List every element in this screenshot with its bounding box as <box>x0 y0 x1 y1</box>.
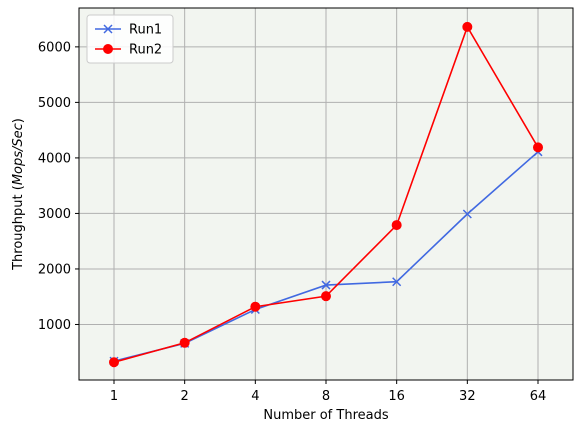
data-point <box>109 357 119 368</box>
y-tick-label: 2000 <box>38 262 71 277</box>
legend-label: Run2 <box>129 43 162 58</box>
data-point <box>179 337 190 348</box>
legend-entry: Run1 <box>95 23 162 38</box>
data-point <box>533 142 543 153</box>
y-tick-label: 6000 <box>38 40 71 55</box>
data-point <box>321 291 331 302</box>
x-tick-label: 16 <box>388 389 405 404</box>
legend: Run1 Run2 <box>86 14 174 64</box>
data-point <box>392 277 402 287</box>
y-tick-label: 1000 <box>38 318 71 333</box>
series-run2 <box>109 21 543 368</box>
y-tick-label: 4000 <box>38 151 71 166</box>
legend-label: Run1 <box>129 23 162 38</box>
x-axis-label: Number of Threads <box>263 408 388 423</box>
legend-entry: Run2 <box>95 43 162 58</box>
x-tick-label: 2 <box>181 389 189 404</box>
x-tick-label: 4 <box>251 389 259 404</box>
data-point <box>462 21 473 32</box>
x-tick-label: 64 <box>530 389 547 404</box>
y-axis: 1000 2000 3000 4000 5000 6000 <box>38 40 79 333</box>
data-point <box>391 220 402 231</box>
legend-marker <box>103 44 113 54</box>
y-axis-label-close: ) <box>11 118 26 123</box>
y-tick-label: 3000 <box>38 207 71 222</box>
data-point <box>321 280 331 290</box>
series-layer <box>109 21 543 368</box>
data-point <box>462 209 472 219</box>
legend-marker <box>103 24 113 34</box>
x-tick-label: 8 <box>322 389 330 404</box>
x-axis: 1 2 4 8 16 32 64 <box>110 380 546 404</box>
y-axis-label: Throughput (Mops/Sec) <box>11 118 26 271</box>
data-point <box>250 301 261 312</box>
y-tick-label: 5000 <box>38 96 71 111</box>
grid-lines <box>79 8 573 380</box>
x-tick-label: 1 <box>110 389 118 404</box>
y-axis-label-text: Throughput ( <box>11 185 26 271</box>
x-tick-label: 32 <box>459 389 476 404</box>
y-axis-label-unit: Mops/Sec <box>11 123 26 185</box>
